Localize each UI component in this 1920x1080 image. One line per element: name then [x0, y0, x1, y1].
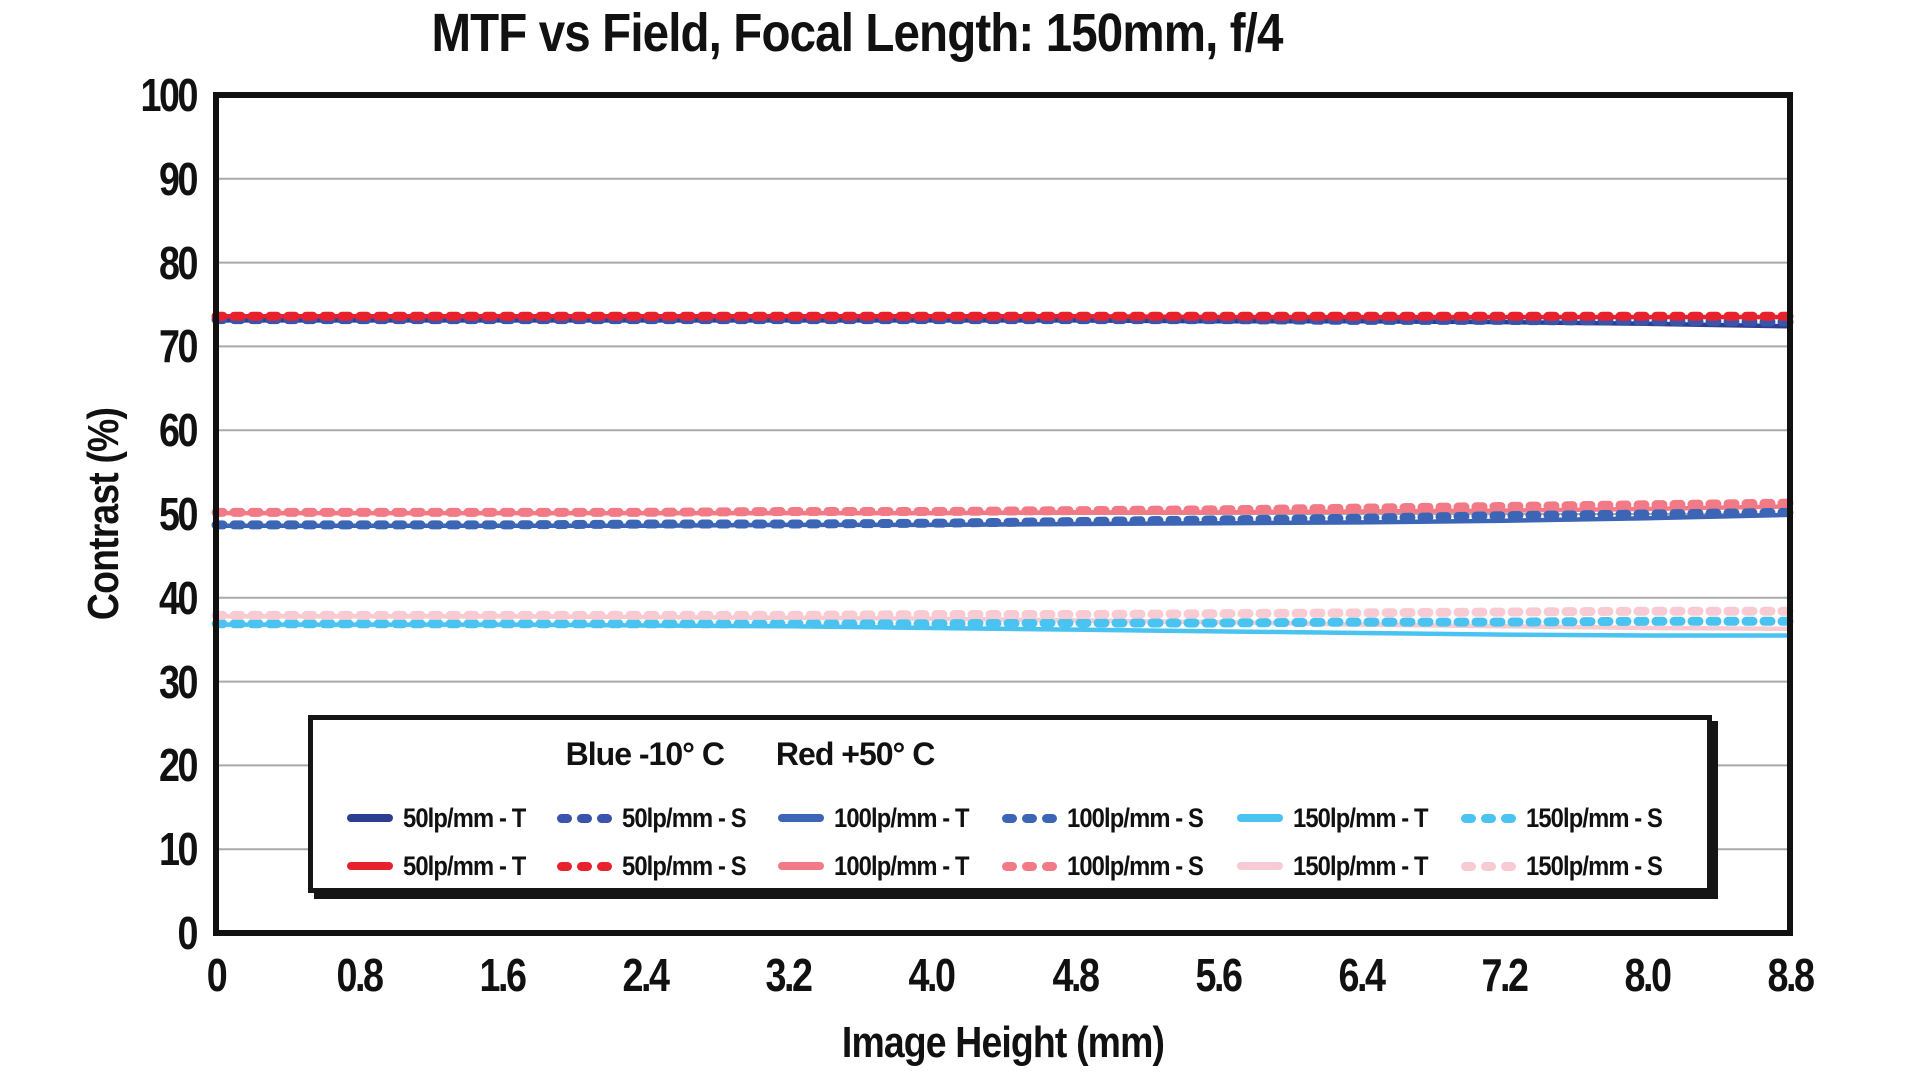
- x-tick-7.2: 7.2: [1481, 949, 1529, 1001]
- legend-swatch-solid-line-icon: [778, 862, 825, 870]
- x-tick-1.6: 1.6: [479, 949, 528, 1001]
- dash-dot-icon: [1461, 813, 1477, 823]
- x-tick-0.8: 0.8: [336, 949, 385, 1001]
- legend-item: 50lp/mm - T: [347, 851, 542, 882]
- y-tick-0: 0: [177, 907, 198, 959]
- legend-swatch-dashed-line-icon: [1461, 861, 1517, 871]
- x-tick-6.4: 6.4: [1338, 949, 1386, 1001]
- legend-swatch-solid-line-icon: [1237, 814, 1284, 822]
- legend-swatch-solid-line-icon: [778, 814, 825, 822]
- series-blue-50lp/mm-S: [211, 315, 1795, 327]
- legend-item: 150lp/mm - S: [1461, 851, 1681, 882]
- dash-dot-icon: [557, 861, 573, 871]
- x-tick-8.0: 8.0: [1624, 949, 1672, 1001]
- legend-item: 150lp/mm - T: [1237, 803, 1446, 834]
- legend-label: 100lp/mm - T: [834, 802, 970, 833]
- legend-swatch-dashed-line-icon: [1002, 813, 1058, 823]
- dash-dot-icon: [1501, 813, 1517, 823]
- y-tick-80: 80: [158, 236, 199, 289]
- dash-dot-icon: [597, 861, 613, 871]
- legend-label: 100lp/mm - S: [1067, 850, 1204, 881]
- dash-dot-icon: [1042, 813, 1058, 823]
- legend-item: 150lp/mm - T: [1237, 851, 1446, 882]
- legend-swatch-dashed-line-icon: [1002, 861, 1058, 871]
- legend-box: Blue -10° C Red +50° C 50lp/mm - T 50lp/m…: [308, 715, 1712, 893]
- legend-label: 50lp/mm - T: [403, 850, 526, 881]
- legend-row-red: 50lp/mm - T 50lp/mm - S 100lp/mm - T 100lp/…: [347, 848, 1681, 884]
- series-blue-150lp/mm-S: [211, 616, 1795, 629]
- legend-item: 150lp/mm - S: [1461, 803, 1681, 834]
- series-red-150lp/mm-S: [211, 606, 1795, 620]
- y-tick-20: 20: [158, 739, 199, 792]
- legend-header: Blue -10° C Red +50° C: [565, 736, 936, 773]
- dash-dot-icon: [1481, 861, 1497, 871]
- dash-dot-icon: [1481, 813, 1497, 823]
- dash-dot-icon: [1461, 861, 1477, 871]
- y-tick-90: 90: [158, 152, 199, 205]
- legend-label: 50lp/mm - S: [622, 850, 747, 881]
- dash-dot-icon: [1022, 861, 1038, 871]
- legend-label: 50lp/mm - T: [403, 802, 526, 833]
- dash-dot-icon: [597, 813, 613, 823]
- legend-swatch-dashed-line-icon: [557, 861, 613, 871]
- y-axis-title: Contrast (%): [79, 407, 128, 621]
- legend-label: 100lp/mm - S: [1067, 802, 1204, 833]
- x-tick-5.6: 5.6: [1195, 949, 1243, 1001]
- legend-label: 50lp/mm - S: [622, 802, 747, 833]
- dash-dot-icon: [1002, 813, 1018, 823]
- legend-row-blue: 50lp/mm - T 50lp/mm - S 100lp/mm - T 100lp/…: [347, 800, 1681, 836]
- legend-swatch-solid-line-icon: [1237, 862, 1284, 870]
- series-blue-100lp/mm-S: [211, 507, 1795, 530]
- legend-item: 100lp/mm - S: [1002, 803, 1222, 834]
- legend-header-red: Red +50° C: [775, 736, 935, 772]
- x-tick-8.8: 8.8: [1767, 949, 1815, 1001]
- chart-title: MTF vs Field, Focal Length: 150mm, f/4: [431, 3, 1283, 63]
- y-tick-30: 30: [158, 655, 199, 708]
- dash-dot-icon: [1042, 861, 1058, 871]
- legend-item: 100lp/mm - T: [778, 851, 987, 882]
- legend-label: 150lp/mm - S: [1526, 802, 1663, 833]
- legend-swatch-dashed-line-icon: [1461, 813, 1517, 823]
- legend-label: 100lp/mm - T: [834, 850, 970, 881]
- legend-item: 50lp/mm - S: [557, 803, 763, 834]
- legend-swatch-solid-line-icon: [347, 814, 393, 822]
- legend-swatch-dashed-line-icon: [557, 813, 613, 823]
- legend-item: 50lp/mm - T: [347, 803, 542, 834]
- series-red-100lp/mm-S: [211, 498, 1795, 517]
- legend-label: 150lp/mm - T: [1293, 802, 1429, 833]
- x-tick-3.2: 3.2: [765, 949, 814, 1001]
- legend-swatch-solid-line-icon: [347, 862, 393, 870]
- y-tick-70: 70: [158, 320, 199, 373]
- y-tick-100: 100: [140, 69, 198, 121]
- legend-label: 150lp/mm - S: [1526, 850, 1663, 881]
- y-tick-40: 40: [158, 571, 199, 624]
- plot-border: [213, 92, 1793, 936]
- legend-item: 100lp/mm - T: [778, 803, 987, 834]
- x-axis-title: Image Height (mm): [841, 1018, 1165, 1067]
- dash-dot-icon: [1022, 813, 1038, 823]
- y-tick-10: 10: [158, 823, 199, 876]
- x-tick-4.0: 4.0: [908, 949, 957, 1001]
- dash-dot-icon: [1002, 861, 1018, 871]
- legend-label: 150lp/mm - T: [1293, 850, 1429, 881]
- dash-dot-icon: [577, 861, 593, 871]
- x-tick-0: 0: [206, 949, 228, 1001]
- legend-header-blue: Blue -10° C: [565, 736, 725, 772]
- dash-dot-icon: [557, 813, 573, 823]
- x-tick-4.8: 4.8: [1052, 949, 1100, 1001]
- x-tick-2.4: 2.4: [622, 949, 671, 1001]
- dash-dot-icon: [1501, 861, 1517, 871]
- legend-item: 50lp/mm - S: [557, 851, 763, 882]
- y-tick-50: 50: [158, 488, 199, 540]
- y-tick-60: 60: [158, 404, 199, 457]
- dash-dot-icon: [577, 813, 593, 823]
- legend-item: 100lp/mm - S: [1002, 851, 1222, 882]
